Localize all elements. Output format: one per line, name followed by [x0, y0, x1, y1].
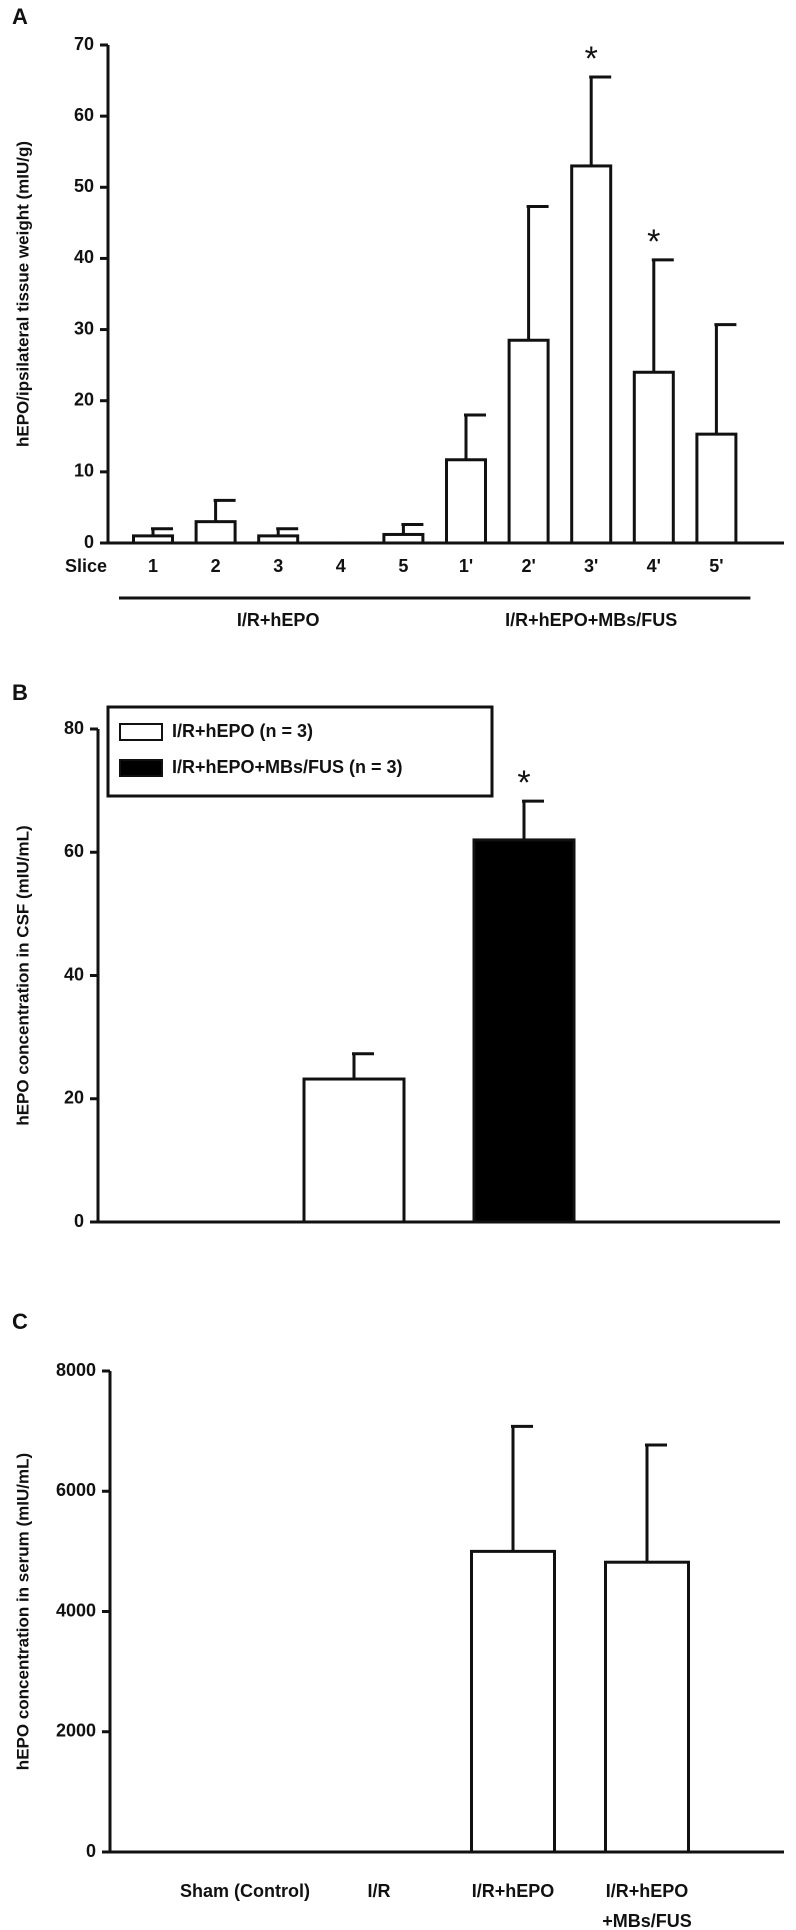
y-tick-label: 20: [64, 1088, 84, 1108]
y-axis-label: hEPO concentration in CSF (mIU/mL): [13, 825, 32, 1125]
y-axis-label: hEPO concentration in serum (mIU/mL): [13, 1453, 32, 1770]
x-tick-label: I/R+hEPO: [606, 1881, 689, 1901]
y-tick-label: 6000: [56, 1480, 96, 1500]
legend-swatch: [119, 759, 163, 777]
y-tick-label: 80: [64, 718, 84, 738]
bar: [632, 370, 675, 545]
legend-label: I/R+hEPO (n = 3): [172, 721, 313, 741]
bar: [132, 534, 174, 545]
panel-label: A: [12, 4, 28, 29]
y-tick-label: 10: [74, 461, 94, 481]
bar: [604, 1560, 690, 1854]
y-tick-label: 30: [74, 318, 94, 338]
significance-star: *: [517, 764, 530, 802]
y-axis-label: hEPO/ipsilateral tissue weight (mIU/g): [13, 141, 32, 447]
x-tick-label: 1': [459, 556, 473, 576]
bar: [257, 534, 300, 545]
x-tick-label: 5: [398, 556, 408, 576]
significance-star: *: [585, 40, 598, 78]
y-tick-label: 20: [74, 389, 94, 409]
bar: [507, 338, 550, 545]
y-tick-label: 50: [74, 176, 94, 196]
legend-box: [106, 705, 494, 798]
y-tick-label: 0: [74, 1211, 84, 1231]
x-tick-label: 1: [148, 556, 158, 576]
x-axis-label: Slice: [65, 556, 107, 576]
x-tick-label: 2': [521, 556, 535, 576]
y-tick-label: 60: [74, 105, 94, 125]
panel-label: B: [12, 680, 28, 705]
x-tick-label: 4': [647, 556, 661, 576]
y-tick-label: 0: [86, 1841, 96, 1861]
bar: [445, 458, 487, 545]
y-tick-label: 60: [64, 841, 84, 861]
y-tick-label: 8000: [56, 1360, 96, 1380]
x-tick-label: Sham (Control): [180, 1881, 310, 1901]
bar: [470, 1549, 556, 1854]
y-tick-label: 2000: [56, 1721, 96, 1741]
bar: [194, 520, 237, 545]
significance-star: *: [647, 223, 660, 261]
y-tick-label: 40: [74, 247, 94, 267]
legend-swatch: [119, 723, 163, 741]
bar: [382, 532, 425, 545]
bar: [302, 1077, 406, 1224]
panel-label: C: [12, 1309, 28, 1334]
x-tick-label: +MBs/FUS: [602, 1911, 692, 1930]
bar: [472, 838, 576, 1224]
legend-label: I/R+hEPO+MBs/FUS (n = 3): [172, 757, 403, 777]
group-label: I/R+hEPO+MBs/FUS: [505, 610, 677, 630]
x-tick-label: 4: [336, 556, 346, 576]
x-tick-label: I/R+hEPO: [472, 1881, 555, 1901]
x-tick-label: 3': [584, 556, 598, 576]
x-tick-label: 5': [709, 556, 723, 576]
y-tick-label: 0: [84, 532, 94, 552]
bar: [695, 432, 738, 545]
y-tick-label: 70: [74, 34, 94, 54]
group-label: I/R+hEPO: [237, 610, 320, 630]
x-tick-label: I/R: [367, 1881, 390, 1901]
y-tick-label: 4000: [56, 1600, 96, 1620]
y-tick-label: 40: [64, 964, 84, 984]
x-tick-label: 2: [211, 556, 221, 576]
bar: [570, 164, 613, 545]
x-tick-label: 3: [273, 556, 283, 576]
